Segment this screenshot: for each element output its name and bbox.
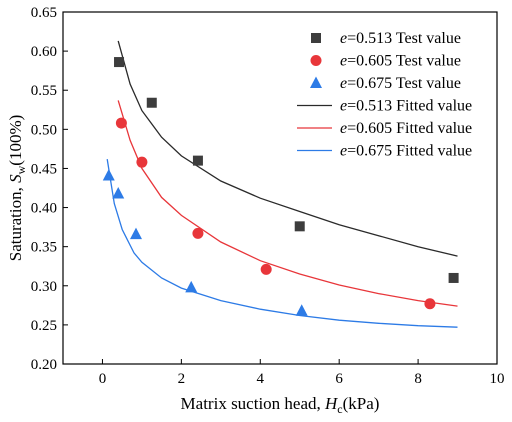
x-tick-label: 8 <box>414 371 422 387</box>
test-point-0 <box>192 155 203 166</box>
test-point-2 <box>295 304 308 316</box>
legend-label: e=0.675 Fitted value <box>340 143 472 160</box>
plot-frame <box>62 11 498 365</box>
test-point-0 <box>146 97 157 108</box>
test-point-2 <box>185 280 198 293</box>
test-point-1 <box>260 263 272 275</box>
test-point-1 <box>136 156 148 168</box>
y-tick-label: 0.45 <box>31 161 57 177</box>
y-tick-label: 0.65 <box>31 5 57 21</box>
y-tick-label: 0.25 <box>31 318 57 334</box>
legend-marker <box>310 76 322 88</box>
test-point-2 <box>102 168 115 181</box>
legend-marker <box>311 33 321 43</box>
legend-marker <box>310 55 322 66</box>
test-point-0 <box>448 272 459 283</box>
legend: e=0.513 Test value e=0.605 Test value e=0.… <box>297 30 472 160</box>
test-point-1 <box>192 227 204 239</box>
x-tick-label: 10 <box>490 371 505 387</box>
fit-line-2 <box>106 158 458 328</box>
y-tick-label: 0.50 <box>31 122 57 138</box>
y-tick-label: 0.60 <box>31 44 57 60</box>
test-point-1 <box>424 298 436 310</box>
fit-line-0 <box>117 40 458 257</box>
legend-label: e=0.513 Fitted value <box>340 98 472 115</box>
legend-label: e=0.605 Test value <box>340 53 461 70</box>
plot-layer <box>102 40 459 328</box>
test-point-0 <box>114 57 125 68</box>
test-point-0 <box>294 221 305 232</box>
test-point-2 <box>112 186 125 199</box>
x-tick-label: 6 <box>335 371 343 387</box>
legend-label: e=0.675 Test value <box>340 75 461 92</box>
axis-ticks: 0 2 4 6 8 10 0.20 0.25 0.30 0.35 0.40 0.45 0.50 0.55 0… <box>31 5 505 387</box>
legend-label: e=0.513 Test value <box>340 30 461 47</box>
x-tick-label: 4 <box>257 371 265 387</box>
x-axis-label: Matrix suction head, Hc(kPa) <box>181 394 380 416</box>
legend-label: e=0.605 Fitted value <box>340 120 472 137</box>
y-tick-label: 0.35 <box>31 240 57 256</box>
y-tick-label: 0.55 <box>31 83 57 99</box>
test-point-1 <box>115 117 127 129</box>
test-point-2 <box>129 227 142 240</box>
y-tick-label: 0.30 <box>31 279 57 295</box>
x-tick-label: 0 <box>99 371 107 387</box>
y-axis-label: Saturation, Sw(100%) <box>6 115 28 262</box>
y-tick-label: 0.20 <box>31 357 57 373</box>
y-tick-label: 0.40 <box>31 201 57 217</box>
x-tick-label: 2 <box>178 371 186 387</box>
